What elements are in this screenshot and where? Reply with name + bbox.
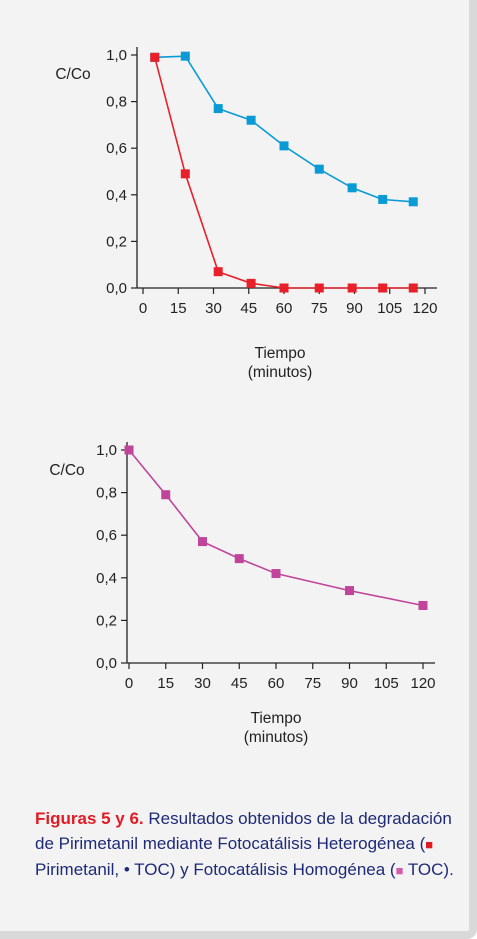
x-axis-title: (minutos) bbox=[244, 729, 309, 746]
x-tick-label: 0 bbox=[139, 300, 147, 317]
data-point-0 bbox=[408, 197, 418, 207]
legend-pink-square-icon: ■ bbox=[395, 863, 404, 878]
data-point-0 bbox=[418, 600, 428, 610]
caption-legend-toc: TOC) y Fotocatálisis Homogénea ( bbox=[129, 860, 396, 879]
series-line-0 bbox=[154, 55, 414, 203]
y-axis-title: C/Co bbox=[55, 66, 90, 83]
data-point-1 bbox=[279, 283, 289, 293]
data-point-1 bbox=[408, 283, 418, 293]
y-tick-label: 0,4 bbox=[106, 187, 127, 204]
x-tick-label: 60 bbox=[268, 675, 285, 692]
data-point-1 bbox=[150, 52, 160, 62]
data-point-0 bbox=[378, 194, 388, 204]
caption-text: Resultados obtenidos de la degradación d… bbox=[35, 809, 452, 853]
data-point-1 bbox=[378, 283, 388, 293]
legend-red-square-icon: ■ bbox=[425, 837, 434, 852]
data-point-0 bbox=[347, 183, 357, 193]
caption-legend-toc-homogenea: TOC). bbox=[403, 860, 454, 879]
x-axis-title: Tiempo bbox=[250, 710, 301, 727]
caption-bold: Figuras 5 y 6. bbox=[35, 809, 144, 828]
x-tick-label: 15 bbox=[170, 300, 187, 317]
data-point-1 bbox=[314, 283, 324, 293]
x-tick-label: 120 bbox=[412, 300, 437, 317]
x-tick-label: 120 bbox=[410, 675, 435, 692]
data-point-1 bbox=[246, 278, 256, 288]
legend-blue-dot-icon: • bbox=[123, 860, 130, 879]
data-point-0 bbox=[234, 554, 244, 564]
y-tick-label: 0,6 bbox=[106, 140, 127, 157]
x-tick-label: 0 bbox=[125, 675, 133, 692]
x-tick-label: 75 bbox=[304, 675, 321, 692]
data-point-0 bbox=[180, 51, 190, 61]
y-tick-label: 0,2 bbox=[96, 612, 117, 629]
figure-caption: Figuras 5 y 6. Resultados obtenidos de l… bbox=[35, 806, 455, 883]
x-tick-label: 45 bbox=[231, 675, 248, 692]
x-tick-label: 105 bbox=[377, 300, 402, 317]
y-tick-label: 0,6 bbox=[96, 527, 117, 544]
x-axis-title: (minutos) bbox=[248, 364, 313, 381]
x-tick-label: 90 bbox=[346, 300, 363, 317]
x-tick-label: 30 bbox=[205, 300, 222, 317]
data-point-0 bbox=[314, 164, 324, 174]
data-point-0 bbox=[279, 141, 289, 151]
x-axis-title: Tiempo bbox=[254, 345, 305, 362]
y-tick-label: 1,0 bbox=[106, 47, 127, 64]
data-point-0 bbox=[345, 586, 354, 596]
data-point-0 bbox=[198, 537, 207, 547]
x-tick-label: 45 bbox=[240, 300, 257, 317]
data-point-0 bbox=[161, 490, 171, 500]
x-tick-label: 30 bbox=[194, 675, 211, 692]
data-point-1 bbox=[347, 283, 357, 293]
data-point-1 bbox=[180, 169, 190, 179]
series-line-0 bbox=[128, 449, 424, 607]
x-tick-label: 90 bbox=[341, 675, 358, 692]
y-tick-label: 0,8 bbox=[96, 485, 117, 502]
y-tick-label: 0,0 bbox=[106, 280, 127, 297]
data-point-1 bbox=[213, 267, 223, 277]
y-tick-label: 1,0 bbox=[96, 442, 117, 459]
caption-legend-pirimetanil: Pirimetanil, bbox=[35, 860, 124, 879]
data-point-0 bbox=[124, 445, 134, 455]
data-point-0 bbox=[213, 104, 223, 114]
x-tick-label: 105 bbox=[374, 675, 399, 692]
chart-1: 0,0 0,2 0,4 0,6 0,8 1,0 0 15 30 45 60 75 90 105 120 C/C… bbox=[55, 47, 438, 381]
x-tick-label: 60 bbox=[276, 300, 293, 317]
data-point-0 bbox=[246, 115, 256, 125]
y-axis-title: C/Co bbox=[49, 462, 84, 479]
x-tick-label: 75 bbox=[311, 300, 328, 317]
y-tick-label: 0,8 bbox=[106, 94, 127, 111]
y-tick-label: 0,4 bbox=[96, 570, 117, 587]
y-tick-label: 0,0 bbox=[96, 655, 117, 672]
x-tick-label: 15 bbox=[157, 675, 174, 692]
data-point-0 bbox=[271, 569, 281, 579]
y-tick-label: 0,2 bbox=[106, 233, 127, 250]
series-line-1 bbox=[154, 57, 414, 289]
chart-2: 0,0 0,2 0,4 0,6 0,8 1,0 0 15 30 45 60 75 90 105 120 C/C… bbox=[49, 442, 436, 746]
